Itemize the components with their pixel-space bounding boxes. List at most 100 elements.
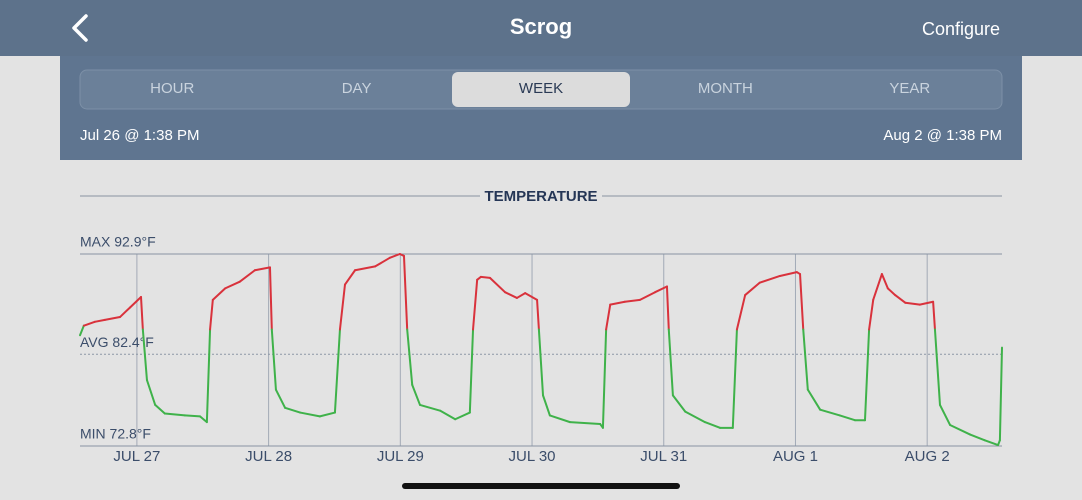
temperature-line <box>998 346 1003 442</box>
temperature-line <box>872 273 883 301</box>
selected-tab <box>452 72 630 107</box>
temperature-line <box>284 406 302 414</box>
temperature-line <box>343 269 357 286</box>
temperature-line <box>949 423 972 436</box>
x-tick-label: JUL 29 <box>377 448 424 465</box>
temperature-line <box>932 300 936 331</box>
temperature-line <box>933 328 941 406</box>
temperature-line <box>318 411 336 418</box>
temperature-line <box>145 379 157 406</box>
temperature-line <box>238 269 256 283</box>
top-bar <box>0 0 1082 56</box>
temperature-line <box>938 403 952 426</box>
temperature-line <box>524 292 539 301</box>
y-tick-label: MIN 72.8°F <box>80 426 151 442</box>
temperature-line <box>536 298 540 331</box>
temperature-line <box>209 298 214 331</box>
temperature-line <box>418 403 442 412</box>
temperature-line <box>548 414 571 424</box>
temperature-line <box>623 298 641 303</box>
range-start: Jul 26 @ 1:38 PM <box>80 127 199 144</box>
temperature-line <box>758 274 781 284</box>
x-tick-label: JUL 31 <box>640 448 687 465</box>
temperature-line <box>140 295 144 331</box>
temperature-line <box>969 433 986 442</box>
temperature-line <box>82 320 96 327</box>
temperature-line <box>93 318 106 323</box>
temperature-line <box>806 388 822 411</box>
temperature-line <box>333 328 341 414</box>
temperature-line <box>819 408 841 417</box>
temperature-line <box>665 285 670 331</box>
temperature-line <box>735 294 747 331</box>
temperature-line <box>406 328 414 386</box>
x-tick-label: JUL 30 <box>509 448 556 465</box>
temperature-line <box>224 280 241 290</box>
x-tick-label: AUG 2 <box>905 448 950 465</box>
temperature-line <box>667 328 674 397</box>
temperature-line <box>886 287 897 297</box>
tab[interactable]: HOUR <box>150 80 194 97</box>
temperature-line <box>154 403 166 415</box>
temperature-line <box>488 276 507 294</box>
temperature-line <box>299 411 321 418</box>
x-tick-label: JUL 28 <box>245 448 292 465</box>
temperature-line <box>268 266 273 331</box>
tab[interactable]: MONTH <box>698 80 753 97</box>
temperature-line <box>894 294 907 304</box>
temperature-line <box>838 414 856 422</box>
temperature-line <box>904 301 921 306</box>
temperature-line <box>402 254 409 331</box>
temperature-line <box>439 409 457 421</box>
temperature-line <box>802 328 809 391</box>
temperature-line <box>270 328 277 391</box>
temperature-line <box>542 394 551 417</box>
temperature-line <box>338 283 346 331</box>
temperature-line <box>411 383 421 406</box>
temperature-line <box>863 328 871 422</box>
temperature-line <box>918 300 935 306</box>
temperature-line <box>778 271 798 277</box>
temperature-line <box>638 291 657 301</box>
temperature-line <box>211 287 227 301</box>
temperature-line <box>274 388 287 409</box>
tab[interactable]: WEEK <box>519 80 563 97</box>
temperature-line <box>744 281 761 297</box>
temperature-line <box>504 291 518 299</box>
temperature-line <box>205 328 212 424</box>
temperature-line <box>983 439 1000 447</box>
temperature-line <box>472 278 479 331</box>
temperature-line <box>601 328 608 429</box>
temperature-line <box>118 306 132 319</box>
tab[interactable]: YEAR <box>889 80 930 97</box>
temperature-line <box>654 285 668 294</box>
temperature-line <box>537 328 545 397</box>
chart-title: TEMPERATURE <box>484 188 597 205</box>
tab[interactable]: DAY <box>342 80 372 97</box>
screen-title: Scrog <box>510 14 572 39</box>
temperature-line <box>671 394 687 413</box>
x-tick-label: AUG 1 <box>773 448 818 465</box>
back-button[interactable] <box>72 14 88 42</box>
temperature-line <box>515 292 527 299</box>
y-tick-label: MAX 92.9°F <box>80 234 156 250</box>
temperature-line <box>253 266 271 272</box>
temperature-line <box>388 253 401 259</box>
temperature-line <box>183 414 202 418</box>
temperature-line <box>199 415 208 424</box>
temperature-line <box>880 273 889 290</box>
temperature-line <box>731 328 738 429</box>
temperature-line <box>129 295 143 309</box>
temperature-line <box>868 298 875 331</box>
temperature-line <box>141 328 148 382</box>
temperature-line <box>79 324 85 337</box>
temperature-line <box>354 265 377 272</box>
temperature-line <box>568 421 602 426</box>
configure-button[interactable]: Configure <box>922 19 1000 39</box>
temperature-line <box>605 303 612 331</box>
temperature-line <box>479 275 491 279</box>
temperature-line <box>799 273 805 331</box>
temperature-line <box>609 300 626 306</box>
